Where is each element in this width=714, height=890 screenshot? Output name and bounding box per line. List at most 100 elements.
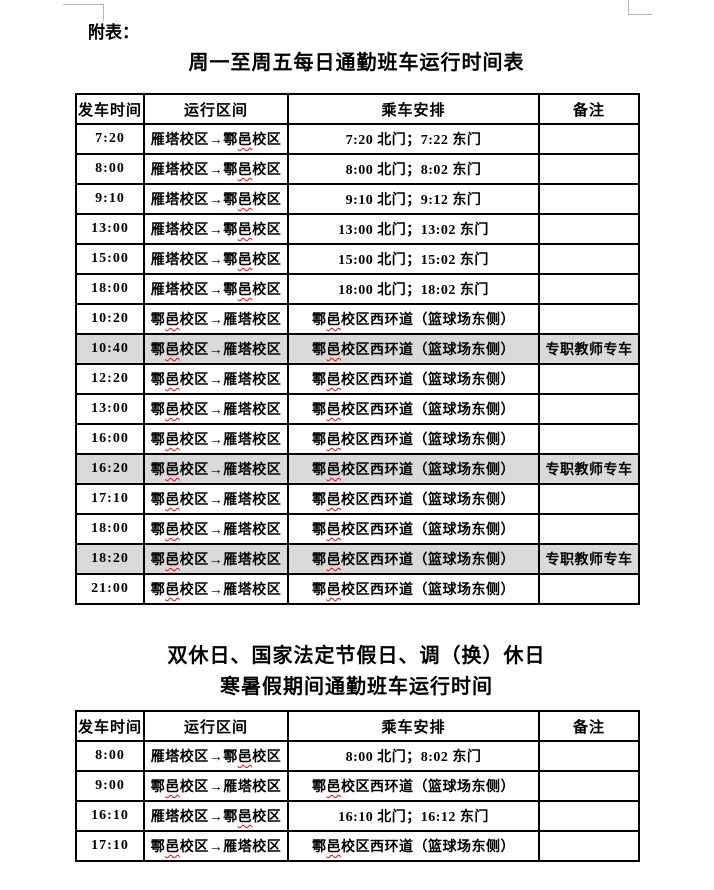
column-header: 发车时间 — [75, 710, 145, 742]
cell-note — [538, 740, 640, 772]
table-row: 9:10 雁塔校区→鄠邑校区 9:10 北门；9:12 东门 — [75, 183, 640, 215]
cell-note — [538, 423, 640, 455]
header-row: 发车时间 运行区间 乘车安排 备注 — [75, 93, 640, 125]
cell-time: 15:00 — [75, 243, 145, 275]
cell-note: 专职教师专车 — [538, 453, 640, 485]
cell-route: 鄠邑校区→雁塔校区 — [143, 333, 289, 365]
spellcheck-underline: 邑 — [237, 750, 253, 765]
spellcheck-underline: 邑 — [165, 343, 180, 358]
cell-boarding: 鄠邑校区西环道（篮球场东侧） — [287, 423, 540, 455]
spellcheck-underline: 邑 — [165, 403, 180, 418]
spellcheck-underline: 邑 — [165, 373, 180, 388]
spellcheck-underline: 邑 — [326, 840, 341, 855]
cell-route: 鄠邑校区→雁塔校区 — [143, 543, 289, 575]
cell-route: 雁塔校区→鄠邑校区 — [143, 273, 289, 305]
cell-time: 17:10 — [75, 483, 145, 515]
cell-boarding: 鄠邑校区西环道（篮球场东侧） — [287, 453, 540, 485]
spellcheck-underline: 邑 — [165, 840, 180, 855]
cell-route: 雁塔校区→鄠邑校区 — [143, 123, 289, 155]
cell-time: 13:00 — [75, 393, 145, 425]
table-row: 8:00 雁塔校区→鄠邑校区 8:00 北门；8:02 东门 — [75, 153, 640, 185]
cell-route: 鄠邑校区→雁塔校区 — [143, 513, 289, 545]
cell-note — [538, 363, 640, 395]
table-row: 12:20 鄠邑校区→雁塔校区 鄠邑校区西环道（篮球场东侧） — [75, 363, 640, 395]
cell-time: 17:10 — [75, 830, 145, 862]
cell-boarding: 13:00 北门；13:02 东门 — [287, 213, 540, 245]
cell-time: 10:20 — [75, 303, 145, 335]
cell-route: 鄠邑校区→雁塔校区 — [143, 303, 289, 335]
column-header: 备注 — [538, 710, 640, 742]
column-header: 运行区间 — [143, 93, 289, 125]
spellcheck-underline: 邑 — [165, 493, 180, 508]
cell-boarding: 7:20 北门；7:22 东门 — [287, 123, 540, 155]
cell-note — [538, 800, 640, 832]
cell-route: 鄠邑校区→雁塔校区 — [143, 770, 289, 802]
cell-note: 专职教师专车 — [538, 333, 640, 365]
cell-note — [538, 123, 640, 155]
table-row: 18:00 雁塔校区→鄠邑校区 18:00 北门；18:02 东门 — [75, 273, 640, 305]
cell-time: 9:00 — [75, 770, 145, 802]
spellcheck-underline: 邑 — [326, 780, 341, 795]
cell-time: 18:20 — [75, 543, 145, 575]
cell-time: 9:10 — [75, 183, 145, 215]
cell-route: 鄠邑校区→雁塔校区 — [143, 483, 289, 515]
cell-boarding: 鄠邑校区西环道（篮球场东侧） — [287, 573, 540, 605]
cell-time: 16:00 — [75, 423, 145, 455]
spellcheck-underline: 邑 — [237, 163, 253, 178]
spellcheck-underline: 邑 — [326, 523, 341, 538]
cell-boarding: 鄠邑校区西环道（篮球场东侧） — [287, 830, 540, 862]
cell-boarding: 鄠邑校区西环道（篮球场东侧） — [287, 363, 540, 395]
cell-route: 雁塔校区→鄠邑校区 — [143, 243, 289, 275]
table-row: 16:20 鄠邑校区→雁塔校区 鄠邑校区西环道（篮球场东侧） 专职教师专车 — [75, 453, 640, 485]
cell-note — [538, 153, 640, 185]
cell-time: 18:00 — [75, 273, 145, 305]
table-row: 13:00 雁塔校区→鄠邑校区 13:00 北门；13:02 东门 — [75, 213, 640, 245]
cell-time: 13:00 — [75, 213, 145, 245]
cell-route: 鄠邑校区→雁塔校区 — [143, 393, 289, 425]
spellcheck-underline: 邑 — [165, 780, 180, 795]
spellcheck-underline: 邑 — [165, 583, 180, 598]
spellcheck-underline: 邑 — [326, 313, 341, 328]
holiday-table-title-line2: 寒暑假期间通勤班车运行时间 — [220, 676, 493, 698]
cell-time: 7:20 — [75, 123, 145, 155]
spellcheck-underline: 邑 — [165, 463, 180, 478]
cell-note — [538, 303, 640, 335]
spellcheck-underline: 邑 — [326, 463, 341, 478]
cell-note — [538, 830, 640, 862]
cell-boarding: 8:00 北门；8:02 东门 — [287, 740, 540, 772]
weekday-table-title: 周一至周五每日通勤班车运行时间表 — [188, 52, 525, 74]
table-row: 9:00 鄠邑校区→雁塔校区 鄠邑校区西环道（篮球场东侧） — [75, 770, 640, 802]
cell-route: 鄠邑校区→雁塔校区 — [143, 363, 289, 395]
cell-note: 专职教师专车 — [538, 543, 640, 575]
table-row: 17:10 鄠邑校区→雁塔校区 鄠邑校区西环道（篮球场东侧） — [75, 483, 640, 515]
table-row: 21:00 鄠邑校区→雁塔校区 鄠邑校区西环道（篮球场东侧） — [75, 573, 640, 605]
cell-time: 8:00 — [75, 740, 145, 772]
spellcheck-underline: 邑 — [326, 433, 341, 448]
table-row: 8:00 雁塔校区→鄠邑校区 8:00 北门；8:02 东门 — [75, 740, 640, 772]
column-header: 备注 — [538, 93, 640, 125]
cell-note — [538, 183, 640, 215]
spellcheck-underline: 邑 — [237, 193, 253, 208]
cell-note — [538, 243, 640, 275]
cell-boarding: 鄠邑校区西环道（篮球场东侧） — [287, 333, 540, 365]
spellcheck-underline: 邑 — [237, 223, 253, 238]
table-row: 17:10 鄠邑校区→雁塔校区 鄠邑校区西环道（篮球场东侧） — [75, 830, 640, 862]
cell-boarding: 16:10 北门；16:12 东门 — [287, 800, 540, 832]
cell-time: 16:20 — [75, 453, 145, 485]
cell-time: 8:00 — [75, 153, 145, 185]
margin-corner-mark-top-right — [628, 0, 652, 15]
table-row: 15:00 雁塔校区→鄠邑校区 15:00 北门；15:02 东门 — [75, 243, 640, 275]
table-row: 18:20 鄠邑校区→雁塔校区 鄠邑校区西环道（篮球场东侧） 专职教师专车 — [75, 543, 640, 575]
cell-note — [538, 213, 640, 245]
appendix-label: 附表： — [88, 23, 139, 42]
table-row: 10:40 鄠邑校区→雁塔校区 鄠邑校区西环道（篮球场东侧） 专职教师专车 — [75, 333, 640, 365]
cell-time: 12:20 — [75, 363, 145, 395]
cell-route: 雁塔校区→鄠邑校区 — [143, 740, 289, 772]
spellcheck-underline: 邑 — [237, 283, 253, 298]
spellcheck-underline: 邑 — [237, 253, 253, 268]
cell-boarding: 9:10 北门；9:12 东门 — [287, 183, 540, 215]
spellcheck-underline: 邑 — [165, 523, 180, 538]
column-header: 乘车安排 — [287, 710, 540, 742]
cell-note — [538, 483, 640, 515]
